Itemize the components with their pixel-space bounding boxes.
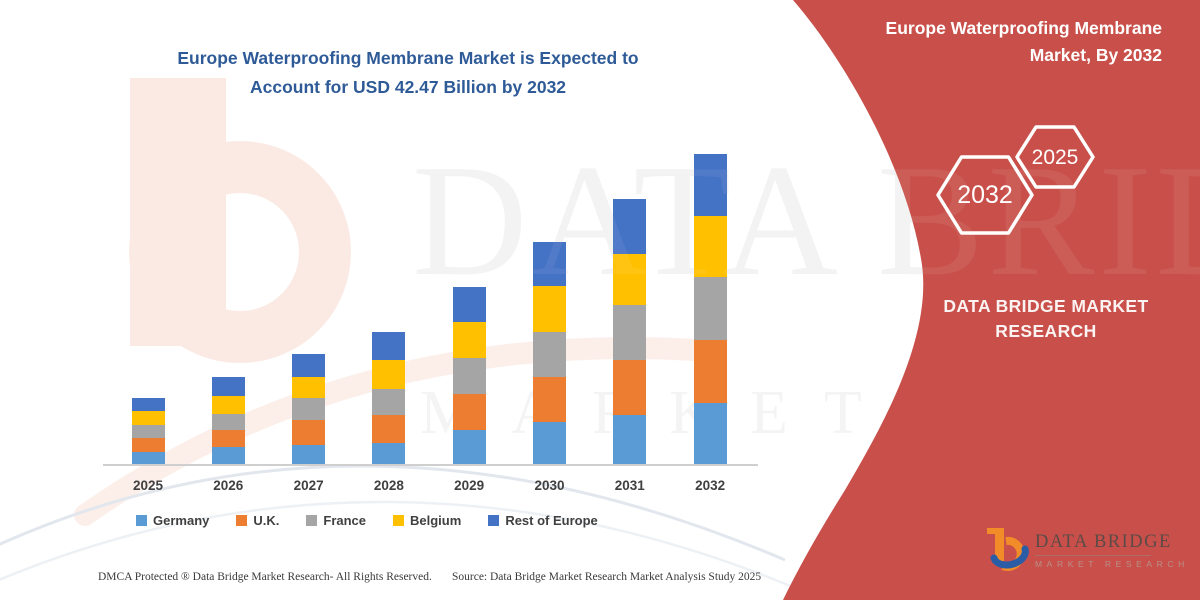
bar-segment-2027-germany [292,444,326,465]
legend-label: Germany [153,513,210,528]
bar-segment-2025-u-k- [131,437,165,452]
bar-segment-2026-belgium [211,395,245,414]
bar-segment-2028-germany [372,443,406,465]
bar-segment-2032-france [693,276,727,340]
bar-segment-2028-u-k- [372,414,406,443]
bar-segment-2028-rest-of-europe [372,331,406,360]
bar-2025 [131,397,165,465]
bar-segment-2031-rest-of-europe [613,199,647,255]
bar-2030 [533,242,566,465]
bar-segment-2032-rest-of-europe [693,153,727,217]
logo-name: DATA BRIDGE [1035,532,1172,552]
x-axis-line [103,464,758,466]
x-axis-label-2026: 2026 [213,478,244,493]
bar-segment-2027-rest-of-europe [292,354,326,378]
bar-2031 [613,199,647,465]
databridge-logo: DATA BRIDGE MARKET RESEARCH [1035,532,1189,569]
chart-title-line2: Account for USD 42.47 Billion by 2032 [249,77,567,97]
legend-label: Belgium [410,513,462,528]
legend-item-u-k-: U.K. [236,513,279,528]
brand-text: DATA BRIDGE MARKET RESEARCH [896,294,1196,344]
bar-2028 [372,331,406,465]
legend-swatch [236,515,248,526]
bar-segment-2029-belgium [452,322,486,359]
chart-title: Europe Waterproofing Membrane Market is … [96,44,720,102]
bar-segment-2031-belgium [613,254,647,306]
bar-segment-2027-france [292,398,326,421]
legend-item-france: France [306,513,366,528]
legend-item-rest-of-europe: Rest of Europe [488,513,598,528]
legend-swatch [136,515,147,526]
footer-source: Source: Data Bridge Market Research Mark… [452,571,762,583]
x-axis-label-2027: 2027 [293,478,324,493]
legend-label: France [323,513,367,528]
legend-item-germany: Germany [136,513,209,528]
footer-dmca: DMCA Protected ® Data Bridge Market Rese… [98,571,432,583]
bar-segment-2030-belgium [533,285,566,332]
bar-2027 [292,354,326,465]
x-axis-label-2030: 2030 [534,478,565,493]
bar-segment-2026-germany [211,446,245,465]
bar-segment-2031-france [613,305,647,360]
bar-segment-2032-u-k- [693,339,727,403]
bar-segment-2030-france [533,331,566,378]
logo-subtitle: MARKET RESEARCH [1035,559,1189,569]
legend-label: Rest of Europe [505,513,598,528]
bar-segment-2031-u-k- [613,359,647,415]
bar-segment-2027-belgium [292,377,326,399]
bar-segment-2025-belgium [131,410,165,425]
bar-segment-2032-belgium [693,216,727,277]
brand-line1: DATA BRIDGE MARKET [943,296,1149,316]
bar-segment-2029-france [452,358,486,395]
bar-segment-2032-germany [693,402,727,465]
bar-segment-2028-france [372,388,406,415]
bar-segment-2028-belgium [372,359,406,389]
x-axis-label-2025: 2025 [132,478,164,493]
logo-divider [1035,555,1151,556]
x-axis-label-2031: 2031 [614,478,645,493]
legend-swatch [488,515,500,526]
bar-segment-2029-u-k- [452,394,486,430]
bar-segment-2026-rest-of-europe [211,376,245,396]
bar-segment-2026-france [211,413,245,430]
bar-segment-2026-u-k- [211,429,245,447]
bar-2032 [693,153,727,465]
x-axis-label-2032: 2032 [695,478,726,493]
panel-title: Europe Waterproofing Membrane Market, By… [885,18,1162,65]
bar-segment-2030-rest-of-europe [533,242,566,286]
bar-segment-2030-u-k- [533,377,566,422]
bar-segment-2029-germany [452,429,486,465]
bar-segment-2025-france [131,424,165,438]
bar-segment-2027-u-k- [292,420,326,445]
brand-line2: RESEARCH [995,321,1097,341]
x-axis-label-2028: 2028 [373,478,404,493]
legend-label: U.K. [253,513,280,528]
chart-title-line1: Europe Waterproofing Membrane Market is … [177,48,639,68]
bar-segment-2031-germany [613,414,647,465]
bar-segment-2030-germany [533,421,566,465]
bar-segment-2025-rest-of-europe [131,397,165,411]
bar-2026 [211,376,245,465]
legend-swatch [393,515,405,526]
chart-legend: Germany U.K. France Belgium Rest of Europe [136,513,598,528]
bar-2029 [452,287,486,465]
bar-segment-2029-rest-of-europe [452,287,486,323]
legend-item-belgium: Belgium [393,513,461,528]
x-axis-label-2029: 2029 [454,478,485,493]
legend-swatch [306,515,318,526]
